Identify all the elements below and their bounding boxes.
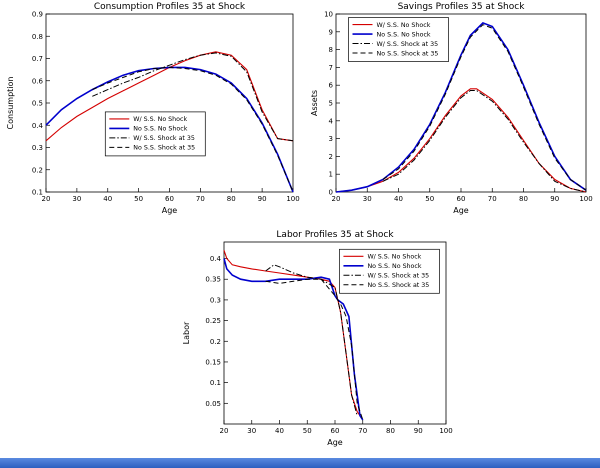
legend-label: No S.S. Shock at 35 [377, 50, 439, 57]
y-tick-label: 0.3 [32, 144, 43, 152]
y-tick-label: 0.3 [210, 296, 221, 304]
y-tick-label: 0.05 [205, 400, 221, 408]
plot-area [45, 13, 294, 193]
legend-label: W/ S.S. No Shock [367, 253, 421, 260]
y-tick-label: 2 [329, 153, 333, 161]
y-tick-label: 5 [329, 100, 333, 108]
x-tick-label: 80 [386, 427, 395, 435]
legend: W/ S.S. No Shock No S.S. No Shock W/ S.S. … [339, 248, 440, 294]
y-axis-label: Consumption [6, 77, 15, 130]
y-tick-label: 1 [329, 171, 333, 179]
x-tick-label: 90 [550, 195, 559, 203]
x-axis-label: Age [327, 438, 343, 447]
series-w-s-s-shock-at-35 [382, 90, 587, 193]
y-tick-label: 0.2 [210, 338, 221, 346]
x-tick-label: 100 [439, 427, 452, 435]
x-tick-label: 60 [331, 427, 340, 435]
y-tick-label: 6 [329, 82, 334, 90]
x-tick-label: 30 [363, 195, 372, 203]
x-tick-label: 40 [394, 195, 403, 203]
legend-label: W/ S.S. No Shock [377, 22, 431, 29]
y-tick-label: 3 [329, 135, 333, 143]
consumption-profiles-chart: 20 30 40 50 60 70 80 90 100 0.1 0.2 0.3 0.4 0.5 0.6 0.7… [2, 0, 302, 222]
legend: W/ S.S. No Shock No S.S. No Shock W/ S.S. … [104, 111, 206, 157]
x-tick-label: 30 [72, 195, 81, 203]
savings-profiles-chart: 20 30 40 50 60 70 80 90 100 0 1 2 3 4 5 6 7 8 9 10 Savings P… [306, 0, 598, 222]
bottom-window-bar [0, 458, 600, 468]
y-tick-label: 0 [329, 189, 333, 197]
y-tick-label: 10 [324, 11, 333, 19]
y-tick-label: 0.6 [32, 77, 44, 85]
x-tick-label: 50 [425, 195, 434, 203]
series-no-s-s-no-shock [335, 21, 587, 193]
legend-label: No S.S. No Shock [133, 126, 187, 133]
y-tick-label: 0.25 [205, 317, 221, 325]
y-tick-label: 0.4 [210, 255, 222, 263]
chart-canvas: 20 30 40 50 60 70 80 90 100 0 1 2 3 4 5 6 7 8 9 10 Savings P… [310, 2, 593, 215]
y-axis-label: Labor [182, 321, 191, 344]
chart-title: Consumption Profiles 35 at Shock [94, 2, 246, 12]
labor-profiles-chart: 20 30 40 50 60 70 80 90 100 0.05 0.1 0.15 0.2 0.25 0.3… [178, 226, 458, 458]
x-tick-label: 80 [519, 195, 528, 203]
x-tick-label: 30 [247, 427, 256, 435]
series-w-s-s-shock-at-35 [92, 52, 294, 142]
x-tick-label: 20 [42, 195, 51, 203]
y-tick-label: 7 [329, 64, 333, 72]
x-tick-label: 70 [358, 427, 367, 435]
legend-label: W/ S.S. Shock at 35 [377, 41, 439, 48]
y-tick-label: 8 [329, 46, 333, 54]
y-tick-label: 0.4 [32, 122, 44, 130]
x-tick-label: 80 [227, 195, 236, 203]
legend-label: W/ S.S. Shock at 35 [133, 135, 195, 142]
series-no-s-s-no-shock [223, 258, 364, 421]
legend-label: No S.S. Shock at 35 [367, 282, 429, 289]
y-tick-label: 9 [329, 28, 333, 36]
x-tick-label: 90 [414, 427, 423, 435]
y-axis: 0.1 0.2 0.3 0.4 0.5 0.6 0.7 0.8 0.9 [32, 11, 50, 197]
y-tick-label: 0.9 [32, 11, 43, 19]
y-axis: 0 1 2 3 4 5 6 7 8 9 10 [324, 11, 340, 197]
x-tick-label: 70 [488, 195, 497, 203]
x-tick-label: 40 [103, 195, 112, 203]
x-tick-label: 60 [457, 195, 466, 203]
y-tick-label: 4 [329, 117, 334, 125]
x-tick-label: 100 [579, 195, 592, 203]
x-axis-label: Age [162, 206, 178, 215]
chart-canvas: 20 30 40 50 60 70 80 90 100 0.05 0.1 0.15 0.2 0.25 0.3… [182, 230, 453, 447]
x-tick-label: 40 [275, 427, 284, 435]
legend: W/ S.S. No Shock No S.S. No Shock W/ S.S. … [348, 17, 449, 62]
y-tick-label: 0.15 [205, 358, 221, 366]
chart-title: Labor Profiles 35 at Shock [276, 230, 394, 240]
x-tick-label: 100 [286, 195, 299, 203]
y-tick-label: 0.2 [32, 166, 43, 174]
y-tick-label: 0.8 [32, 33, 43, 41]
y-tick-label: 0.7 [32, 55, 43, 63]
legend-label: No S.S. Shock at 35 [133, 145, 195, 152]
y-tick-label: 0.35 [205, 276, 221, 284]
y-tick-label: 0.1 [210, 379, 221, 387]
x-tick-label: 90 [258, 195, 267, 203]
legend-label: No S.S. No Shock [377, 31, 431, 38]
x-tick-label: 50 [134, 195, 143, 203]
x-tick-label: 70 [196, 195, 205, 203]
y-tick-label: 0.5 [32, 100, 43, 108]
series-no-s-s-shock-at-35 [382, 24, 587, 191]
series-w-s-s-shock-at-35 [265, 264, 358, 416]
x-axis-label: Age [453, 206, 469, 215]
y-axis-label: Assets [310, 90, 319, 116]
x-axis: 20 30 40 50 60 70 80 90 100 [220, 420, 453, 435]
x-tick-label: 20 [332, 195, 341, 203]
y-tick-label: 0.1 [32, 189, 43, 197]
x-tick-label: 20 [220, 427, 229, 435]
x-axis: 20 30 40 50 60 70 80 90 100 [332, 188, 593, 203]
legend-label: No S.S. No Shock [367, 263, 421, 270]
y-axis: 0.05 0.1 0.15 0.2 0.25 0.3 0.35 0.4 [205, 255, 228, 408]
legend-label: W/ S.S. Shock at 35 [367, 272, 429, 279]
chart-title: Savings Profiles 35 at Shock [398, 2, 526, 12]
series-no-s-s-shock-at-35 [92, 66, 294, 193]
chart-canvas: 20 30 40 50 60 70 80 90 100 0.1 0.2 0.3 0.4 0.5 0.6 0.7… [6, 2, 300, 215]
x-tick-label: 60 [165, 195, 174, 203]
legend-label: W/ S.S. No Shock [133, 116, 187, 123]
x-tick-label: 50 [303, 427, 312, 435]
